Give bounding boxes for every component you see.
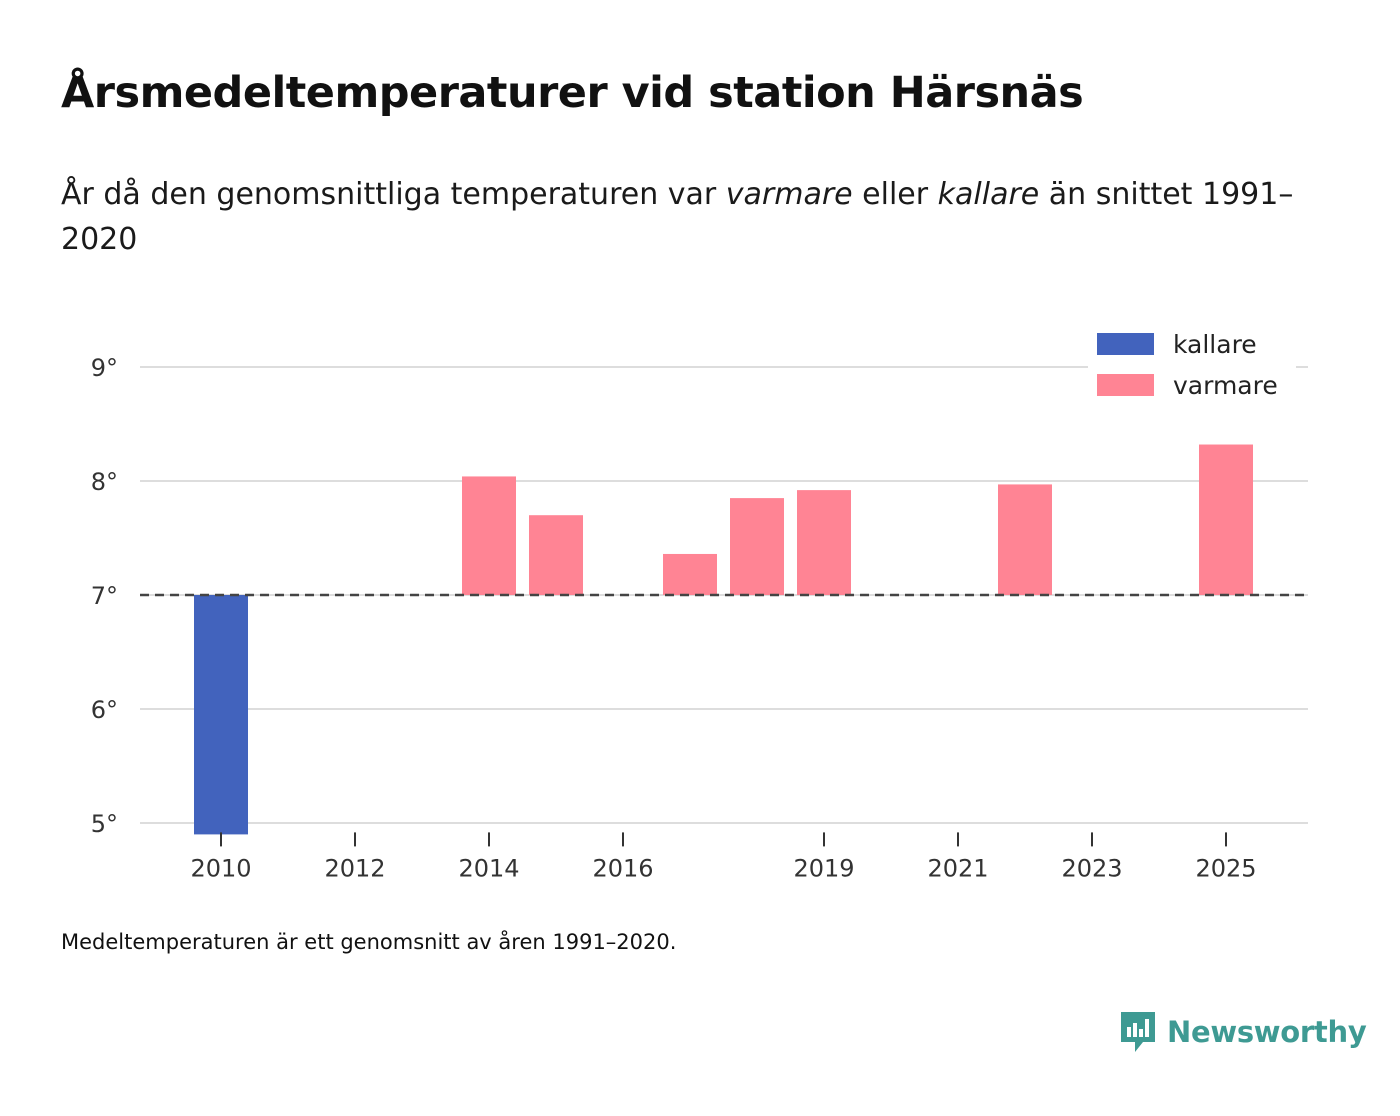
bar-2017 (663, 553, 717, 595)
x-tick-label-2016: 2016 (592, 854, 653, 882)
bar-2025 (1199, 444, 1253, 595)
subtitle-text-1: År då den genomsnittliga temperaturen va… (61, 177, 726, 212)
bars (194, 444, 1253, 835)
newsworthy-logo-icon (1121, 1012, 1155, 1052)
y-tick-label-5: 5° (91, 810, 118, 838)
subtitle-text-2: eller (852, 177, 938, 212)
bar-2019 (797, 490, 851, 595)
legend-swatch-kallare (1097, 333, 1154, 355)
x-tick-label-2010: 2010 (190, 854, 251, 882)
bar-chart: 5°6°7°8°9° 2010 2012 2014 2016 2019 2021 2023 2… (91, 322, 1308, 882)
bar-2022 (998, 484, 1052, 595)
x-tick-label-2012: 2012 (324, 854, 385, 882)
chart-title: Årsmedeltemperaturer vid station Härsnäs (61, 68, 1084, 118)
footnote: Medeltemperaturen är ett genomsnitt av å… (61, 930, 677, 954)
y-tick-label-6: 6° (91, 696, 118, 724)
brand-name: Newsworthy (1167, 1015, 1367, 1049)
bar-2018 (730, 498, 784, 595)
y-tick-label-7: 7° (91, 582, 118, 610)
x-tick-label-2014: 2014 (458, 854, 519, 882)
chart-subtitle: År då den genomsnittliga temperaturen va… (61, 172, 1301, 262)
legend-label-varmare: varmare (1173, 371, 1278, 400)
x-tick-label-2025: 2025 (1195, 854, 1256, 882)
legend-label-kallare: kallare (1173, 330, 1257, 359)
bar-2010 (194, 595, 248, 835)
x-tick-label-2023: 2023 (1061, 854, 1122, 882)
x-axis: 2010 2012 2014 2016 2019 2021 2023 2025 (190, 832, 1257, 882)
y-tick-label-9: 9° (91, 354, 118, 382)
x-tick-label-2021: 2021 (927, 854, 988, 882)
y-tick-label-8: 8° (91, 468, 118, 496)
bar-2015 (529, 515, 583, 595)
x-tick-label-2019: 2019 (793, 854, 854, 882)
legend-swatch-varmare (1097, 374, 1154, 396)
legend: kallare varmare (1088, 322, 1296, 416)
subtitle-cold-word: kallare (937, 177, 1040, 212)
newsworthy-logo[interactable]: Newsworthy (1119, 1010, 1367, 1054)
subtitle-text-3: än snittet 1991–2020 (61, 177, 1294, 257)
bar-2014 (462, 476, 516, 595)
subtitle-warm-word: varmare (725, 177, 853, 212)
y-axis-labels: 5° 6° 7° 8° 9° (91, 354, 118, 838)
